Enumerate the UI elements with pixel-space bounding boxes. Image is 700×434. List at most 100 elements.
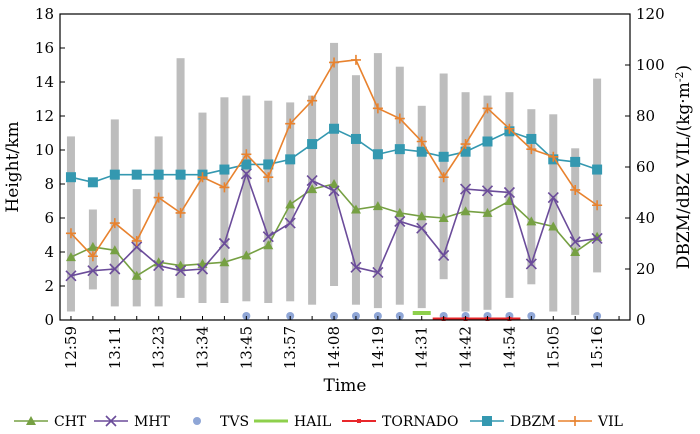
x-axis-title: Time: [324, 376, 367, 396]
range-bar: [66, 136, 75, 312]
range-bar: [198, 112, 207, 303]
right-tick-label: 40: [636, 209, 655, 227]
vil-point: [482, 103, 493, 114]
range-bar: [308, 95, 317, 305]
legend-label: HAIL: [294, 414, 331, 430]
mht-point: [481, 185, 494, 197]
vil-point: [87, 251, 98, 262]
left-axis-title: Height/km: [3, 121, 23, 212]
range-bar: [264, 100, 273, 303]
mht-point: [87, 265, 99, 277]
x-tick-label: 13:23: [150, 326, 168, 369]
dbzm-point: [307, 139, 318, 150]
range-bar: [220, 97, 229, 303]
mht-point: [525, 258, 537, 270]
dbzm-point: [87, 177, 98, 188]
right-axis-title: DBZM/dBZ VIL/(kg·m-2): [673, 65, 694, 269]
legend-label: CHT: [54, 414, 87, 430]
dbzm-point: [592, 164, 603, 175]
x-tick-label: 14:08: [325, 326, 343, 369]
cht-point: [394, 207, 405, 217]
dbzm-point: [460, 146, 471, 157]
left-tick-label: 14: [35, 73, 54, 91]
range-bar: [483, 95, 492, 310]
dbzm-point: [263, 159, 274, 170]
x-tick-label: 13:57: [281, 326, 299, 369]
cht-point: [350, 204, 361, 214]
axes: 0 2 4 6 8 10 12 14 16 18 0 20 40 60 80 100 120 12:59 13:11…: [35, 5, 665, 369]
left-tick-label: 16: [35, 39, 54, 57]
x-tick-label: 15:16: [588, 326, 606, 369]
cht-point: [570, 247, 581, 256]
right-axis-title-sup: -2: [673, 71, 686, 82]
legend-label: TORNADO: [382, 414, 458, 430]
cht-point: [548, 221, 559, 231]
mht-point: [547, 192, 559, 204]
left-tick-label: 2: [44, 277, 54, 295]
dbzm-point: [394, 144, 405, 155]
legend-item: TORNADO: [342, 414, 458, 430]
left-tick-label: 4: [44, 243, 54, 261]
cht-point: [329, 179, 340, 188]
cht-point: [416, 211, 427, 221]
left-tick-label: 10: [35, 141, 54, 159]
range-bar: [527, 109, 536, 285]
left-tick-label: 6: [44, 209, 54, 227]
legend-item: CHT: [14, 414, 87, 430]
range-bar: [417, 105, 426, 309]
vil-point: [570, 184, 581, 195]
range-bar: [571, 148, 580, 315]
range-bar: [593, 78, 602, 273]
dbzm-point: [285, 154, 296, 165]
vil-point: [109, 218, 120, 229]
right-tick-label: 100: [636, 56, 665, 74]
legend-item: HAIL: [254, 414, 331, 430]
right-axis-title-main: DBZM/dBZ VIL/(kg·m: [674, 82, 694, 269]
vil-point: [65, 228, 76, 239]
vil-point: [197, 172, 208, 183]
dbzm-point: [131, 169, 142, 180]
vil-point: [307, 95, 318, 106]
cht-point: [482, 207, 493, 217]
event-markers: [242, 311, 602, 321]
dbzm-point: [570, 156, 581, 167]
vil-point: [526, 144, 537, 155]
mht-point: [460, 183, 472, 195]
vil-point: [394, 113, 405, 124]
vil-point: [460, 139, 471, 150]
dbzm-point: [526, 133, 537, 144]
mht-point: [503, 186, 515, 199]
dbzm-point: [109, 169, 120, 180]
dbzm-point: [329, 123, 340, 134]
mht-point: [240, 168, 252, 180]
legend-item: VIL: [558, 414, 623, 430]
mht-point: [350, 261, 362, 273]
mht-point: [65, 270, 77, 282]
mht-point: [394, 215, 406, 227]
cht-point: [131, 270, 142, 280]
dbzm-point: [65, 172, 76, 183]
height-range-bars: [66, 42, 602, 315]
legend-marker: [570, 416, 580, 426]
right-tick-label: 20: [636, 260, 655, 278]
legend-label: DBZM: [510, 414, 556, 430]
range-bar: [330, 42, 339, 287]
vil-point: [416, 136, 427, 147]
range-bar: [549, 114, 558, 312]
dbzm-point: [153, 169, 164, 180]
plot-frame: [59, 13, 631, 321]
vil-point: [175, 207, 186, 218]
x-tick-label: 14:54: [500, 326, 518, 369]
vil-point: [329, 57, 340, 68]
left-tick-label: 12: [35, 107, 54, 125]
vil-point: [548, 151, 559, 162]
mht-point: [416, 222, 428, 234]
x-tick-label: 14:19: [369, 326, 387, 369]
left-tick-label: 18: [35, 5, 54, 23]
vil-point: [263, 172, 274, 183]
x-tick-label: 13:45: [237, 326, 255, 369]
dbzm-point: [416, 146, 427, 157]
cht-point: [460, 206, 471, 216]
x-tick-label: 12:59: [62, 326, 80, 369]
vil-point: [153, 192, 164, 203]
